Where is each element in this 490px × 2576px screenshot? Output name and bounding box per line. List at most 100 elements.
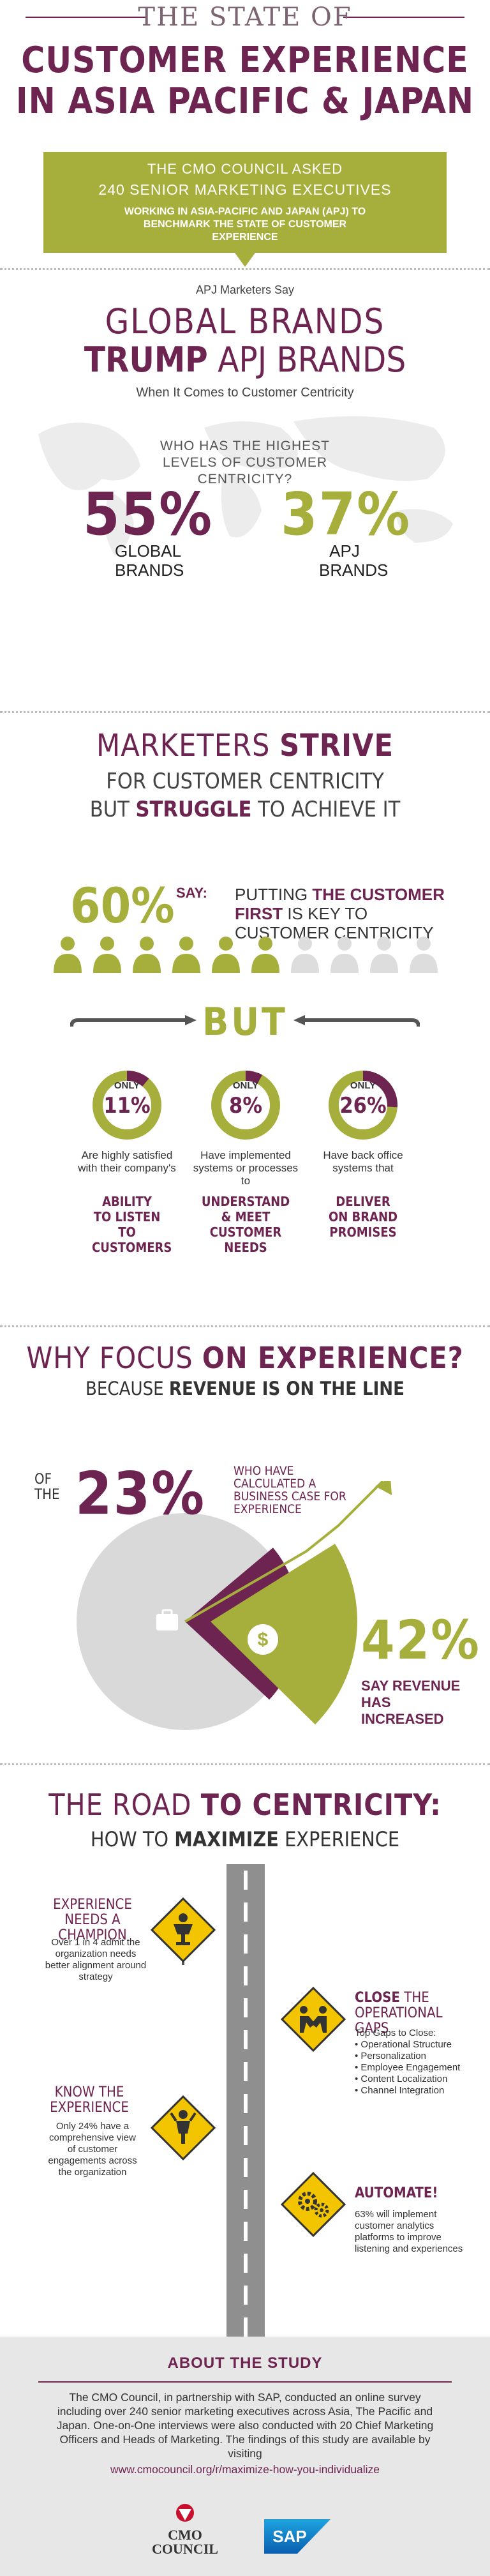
champion-sign-icon [150, 1897, 216, 1965]
list-item: • Operational Structure [355, 2039, 452, 2050]
section-divider [0, 268, 490, 270]
strive-section: MARKETERS STRIVE FOR CUSTOMER CENTRICITY… [0, 728, 490, 1315]
understand-highlight: UNDERSTAND & MEET CUSTOMER NEEDS [201, 1194, 290, 1255]
section-divider [0, 1325, 490, 1327]
about-rule [38, 2381, 452, 2383]
centricity-question: WHO HAS THE HIGHEST LEVELS OF CUSTOMER C… [160, 439, 330, 486]
revenue-pie-graphic: $ [77, 1481, 392, 1730]
donut-segment [126, 1071, 149, 1087]
svg-text:SAP: SAP [272, 2527, 306, 2546]
strive-subhead1: FOR CUSTOMER CENTRICITY [106, 769, 384, 794]
study-link[interactable]: www.cmocouncil.org/r/maximize-how-you-in… [110, 2463, 380, 2476]
listen-text: Are highly satisfied with their company'… [78, 1149, 176, 1174]
know-experience-title: KNOW THE EXPERIENCE [50, 2084, 129, 2116]
person-icon [370, 937, 398, 973]
close-gaps-sign-icon [280, 1986, 346, 2053]
listen-highlight: ABILITY TO LISTEN TO CUSTOMERS [92, 1194, 172, 1255]
person-icon [54, 937, 82, 973]
understand-pct: 8% [229, 1093, 262, 1119]
banner-line2: 240 SENIOR MARKETING EXECUTIVES [98, 181, 392, 198]
dollar-icon [248, 1624, 278, 1655]
person-icon [172, 937, 200, 973]
state-of-label: THE STATE OF [138, 3, 352, 32]
main-title-line1: CUSTOMER EXPERIENCE [21, 40, 469, 81]
understand-text: Have implemented systems or processes to [193, 1149, 299, 1187]
close-gaps-intro: Top Gaps to Close: [355, 2028, 436, 2038]
only-label: ONLY [350, 1080, 376, 1091]
apj-label: APJ BRANDS [319, 541, 389, 580]
donut-chart-understand [211, 1071, 280, 1140]
customer-first-statement: PUTTING THE CUSTOMER FIRST IS KEY TO CUS… [235, 885, 445, 942]
only-label: ONLY [232, 1080, 259, 1091]
champion-body: Over 1 in 4 admit the organization needs… [45, 1937, 147, 1982]
person-icon [410, 937, 438, 973]
intro-banner: THE CMO COUNCIL ASKED 240 SENIOR MARKETI… [43, 152, 447, 267]
global-label: GLOBAL BRANDS [115, 541, 184, 580]
header-rule-right [343, 17, 464, 18]
road-graphic [226, 1864, 265, 2349]
donut-segment [245, 1071, 263, 1084]
global-brands-headline: GLOBAL BRANDS [105, 301, 385, 342]
banner-line1: THE CMO COUNCIL ASKED [147, 161, 343, 177]
section-divider [0, 711, 490, 713]
donut-chart-deliver [329, 1071, 397, 1140]
say-label: SAY: [176, 885, 207, 901]
world-map-graphic [38, 416, 453, 555]
know-experience-sign-icon [150, 2095, 216, 2161]
list-item: • Content Localization [355, 2074, 448, 2084]
list-item: • Channel Integration [355, 2085, 445, 2096]
briefcase-icon [156, 1614, 178, 1631]
road-headline: THE ROAD TO CENTRICITY: [48, 1788, 442, 1822]
slice-revenue-increased [211, 1544, 357, 1725]
sixty-pct: 60% [70, 877, 175, 934]
revenue-subhead: BECAUSE REVENUE IS ON THE LINE [85, 1378, 405, 1399]
section-divider [0, 1763, 490, 1765]
customer-centricity-subhead: When It Comes to Customer Centricity [136, 386, 354, 400]
sap-logo: SAP [264, 2519, 330, 2554]
close-gaps-list: • Operational Structure • Personalizatio… [355, 2039, 482, 2097]
banner-line3: WORKING IN ASIA-PACIFIC AND JAPAN (APJ) … [124, 206, 366, 243]
cmo-council-logo [176, 2504, 194, 2522]
people-pictogram [54, 937, 438, 973]
maximize-subhead: HOW TO MAXIMIZE EXPERIENCE [90, 1827, 400, 1851]
svg-text:$: $ [258, 1629, 269, 1650]
global-pct: 55% [83, 480, 214, 548]
automate-sign-icon [280, 2171, 346, 2238]
person-icon [133, 937, 161, 973]
about-section: ABOUT THE STUDY The CMO Council, in part… [0, 2337, 490, 2576]
business-case-text: WHO HAVE CALCULATED A BUSINESS CASE FOR … [234, 1464, 346, 1516]
champion-title: EXPERIENCE NEEDS A CHAMPION [53, 1897, 132, 1943]
strive-subhead2: BUT STRUGGLE TO ACHIEVE IT [89, 797, 401, 822]
header-rule-left [26, 17, 147, 18]
but-label: BUT [202, 1000, 288, 1044]
list-item: • Employee Engagement [355, 2062, 461, 2073]
automate-body: 63% will implement customer analytics pl… [355, 2209, 463, 2254]
listen-pct: 11% [103, 1093, 151, 1119]
why-focus-section: WHY FOCUS ON EXPERIENCE? BECAUSE REVENUE… [0, 1341, 490, 1749]
about-heading: ABOUT THE STUDY [167, 2354, 323, 2372]
only-label: ONLY [114, 1080, 140, 1091]
of-the-label: OF THE [34, 1472, 60, 1503]
deliver-pct: 26% [339, 1093, 387, 1119]
deliver-highlight: DELIVER ON BRAND PROMISES [328, 1194, 398, 1240]
person-icon [291, 937, 319, 973]
cmo-council-logo-text: CMO COUNCIL [152, 2527, 218, 2557]
revenue-increased-text: SAY REVENUE HAS INCREASED [361, 1678, 461, 1727]
deliver-text: Have back office systems that [323, 1149, 403, 1174]
apj-marketers-say: APJ Marketers Say [195, 283, 295, 296]
donut-chart-listen [93, 1071, 161, 1140]
automate-title: AUTOMATE! [355, 2185, 438, 2201]
global-vs-apj-section: APJ Marketers Say GLOBAL BRANDS TRUMP AP… [0, 281, 490, 702]
know-experience-body: Only 24% have a comprehensive view of cu… [48, 2121, 137, 2178]
header-section: THE STATE OF CUSTOMER EXPERIENCE IN ASIA… [0, 0, 490, 268]
forty-two-pct: 42% [361, 1609, 480, 1671]
about-body: The CMO Council, in partnership with SAP… [56, 2391, 434, 2460]
trump-apj-headline: TRUMP APJ BRANDS [84, 340, 406, 380]
main-title-line2: IN ASIA PACIFIC & JAPAN [15, 80, 475, 122]
donut-segment [362, 1071, 397, 1108]
person-icon [212, 937, 240, 973]
but-arrows [70, 1015, 420, 1027]
person-icon [330, 937, 359, 973]
apj-pct: 37% [281, 480, 412, 548]
list-item: • Personalization [355, 2051, 426, 2061]
